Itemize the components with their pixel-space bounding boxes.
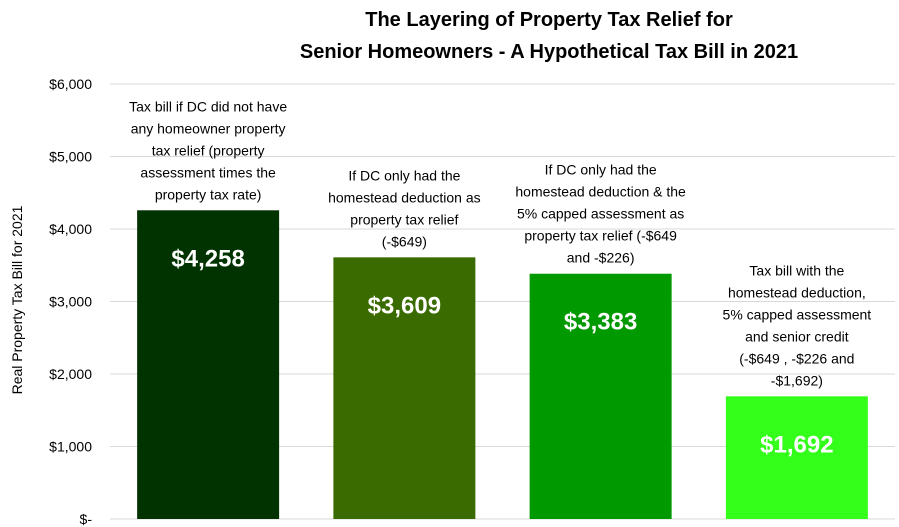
bar-annotation-line: tax relief (property <box>152 142 265 158</box>
bar <box>137 210 280 520</box>
bar-annotation-line: 5% capped assessment as <box>517 206 684 222</box>
y-tick-label: $2,000 <box>49 366 92 382</box>
bar-annotation-line: -$1,692) <box>771 372 823 388</box>
y-tick-label: $3,000 <box>49 294 92 310</box>
bar-annotation-line: property tax relief <box>350 211 458 227</box>
bar <box>529 273 672 519</box>
y-axis-label: Real Property Tax Bill for 2021 <box>9 205 25 394</box>
bar-annotation-line: homestead deduction as <box>328 189 481 205</box>
bars: $4,258 Tax bill if DC did not have any hom… <box>129 98 872 520</box>
y-axis-ticks: $- $1,000 $2,000 $3,000 $4,000 $5,000 $6,000 <box>49 76 92 527</box>
bar <box>725 396 868 519</box>
bar-annotation-line: and -$226) <box>567 250 635 266</box>
bar-value-label: $1,692 <box>760 431 833 458</box>
bar-annotation-line: any homeowner property <box>131 120 286 136</box>
y-tick-label: $1,000 <box>49 439 92 455</box>
bar-annotation-line: property tax relief (-$649 <box>524 228 677 244</box>
y-tick-label: $- <box>80 511 93 527</box>
bar-annotation-line: property tax rate) <box>155 186 262 202</box>
bar-annotation-line: homestead deduction, <box>728 284 866 300</box>
bar-annotation-line: homestead deduction & the <box>515 184 686 200</box>
bar-annotation-line: (-$649 , -$226 and <box>739 350 854 366</box>
bar-annotation-line: and senior credit <box>745 328 849 344</box>
y-tick-label: $4,000 <box>49 221 92 237</box>
bar-value-label: $3,383 <box>564 309 637 336</box>
bar-annotation-line: (-$649) <box>382 233 427 249</box>
chart-title-line: Senior Homeowners - A Hypothetical Tax B… <box>300 41 798 63</box>
bar-value-label: $4,258 <box>171 245 244 272</box>
y-tick-label: $6,000 <box>49 76 92 92</box>
bar-annotation-line: Tax bill with the <box>749 262 844 278</box>
bar-annotation-line: Tax bill if DC did not have <box>129 98 287 114</box>
bar-annotation-line: 5% capped assessment <box>723 306 872 322</box>
bar-annotation-line: If DC only had the <box>545 162 657 178</box>
bar-annotation-line: assessment times the <box>140 164 276 180</box>
y-tick-label: $5,000 <box>49 149 92 165</box>
chart-title-line: The Layering of Property Tax Relief for <box>365 9 733 31</box>
bar <box>333 257 476 519</box>
bar-annotation-line: If DC only had the <box>348 167 460 183</box>
chart-title: The Layering of Property Tax Relief for S… <box>300 9 798 63</box>
bar-value-label: $3,609 <box>368 292 441 319</box>
